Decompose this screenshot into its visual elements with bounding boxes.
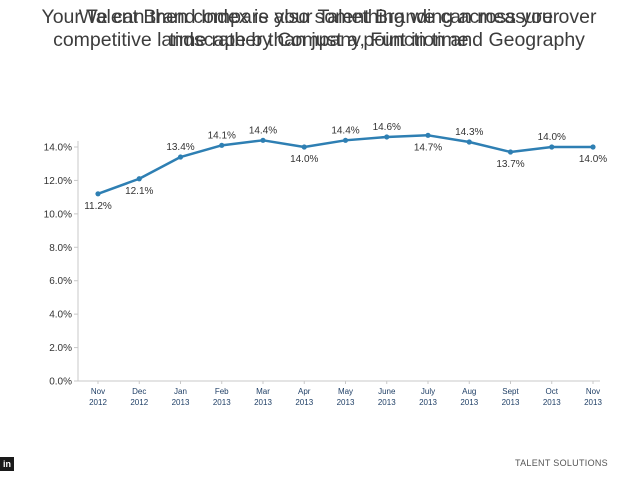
data-label: 13.7% xyxy=(496,159,524,170)
data-label: 14.7% xyxy=(414,142,442,153)
y-tick-label: 2.0% xyxy=(49,343,72,354)
x-tick-label: Apr 2013 xyxy=(295,387,313,407)
x-tick-label: Aug 2013 xyxy=(460,387,478,407)
x-tick-label: July 2013 xyxy=(419,387,437,407)
x-tick-label: Sept 2013 xyxy=(502,387,520,407)
linkedin-logo-icon: in xyxy=(0,457,14,471)
data-label: 14.0% xyxy=(579,154,607,165)
x-tick-label: Dec 2012 xyxy=(130,387,148,407)
data-label: 12.1% xyxy=(125,186,153,197)
y-tick-label: 0.0% xyxy=(49,377,72,388)
data-label: 14.1% xyxy=(208,130,236,141)
data-point xyxy=(136,176,142,182)
footer-bar xyxy=(0,452,638,479)
data-point xyxy=(342,137,349,143)
x-tick-label: Jan 2013 xyxy=(172,387,190,407)
x-tick-label: Oct 2013 xyxy=(543,387,561,407)
y-tick-label: 14.0% xyxy=(44,143,72,154)
data-point xyxy=(590,144,596,150)
data-label: 14.3% xyxy=(455,127,483,138)
data-label: 14.0% xyxy=(290,154,318,165)
data-point xyxy=(95,191,101,197)
x-tick-label: May 2013 xyxy=(337,387,355,407)
data-point xyxy=(425,132,431,138)
data-point xyxy=(549,144,555,150)
data-label: 13.4% xyxy=(166,142,194,153)
x-tick-label: Mar 2013 xyxy=(254,387,272,407)
data-point xyxy=(507,149,514,155)
data-point xyxy=(219,142,225,148)
y-tick-label: 10.0% xyxy=(44,209,72,220)
footer-brand-text: TALENT SOLUTIONS xyxy=(515,458,608,468)
x-tick-label: June 2013 xyxy=(378,387,396,407)
slide-title-main: Your Talent Brand Index is also somethin… xyxy=(41,6,597,51)
x-tick-label: Nov 2012 xyxy=(89,387,107,407)
y-tick-label: 8.0% xyxy=(49,243,72,254)
y-tick-label: 12.0% xyxy=(44,176,72,187)
x-tick-label: Feb 2013 xyxy=(213,387,231,407)
data-label: 11.2% xyxy=(84,201,112,212)
data-label: 14.0% xyxy=(538,132,566,143)
data-label: 14.4% xyxy=(331,125,359,136)
data-point xyxy=(384,134,390,140)
data-point xyxy=(466,139,472,145)
data-label: 14.4% xyxy=(249,125,277,136)
slide-title-overlay: We can then compare your Talent Branding… xyxy=(53,6,585,51)
data-point xyxy=(301,144,307,150)
data-label: 14.6% xyxy=(373,122,401,133)
data-point xyxy=(260,137,266,143)
data-point xyxy=(177,154,184,160)
y-tick-label: 6.0% xyxy=(49,276,72,287)
y-tick-label: 4.0% xyxy=(49,310,72,321)
x-tick-label: Nov 2013 xyxy=(584,387,602,407)
